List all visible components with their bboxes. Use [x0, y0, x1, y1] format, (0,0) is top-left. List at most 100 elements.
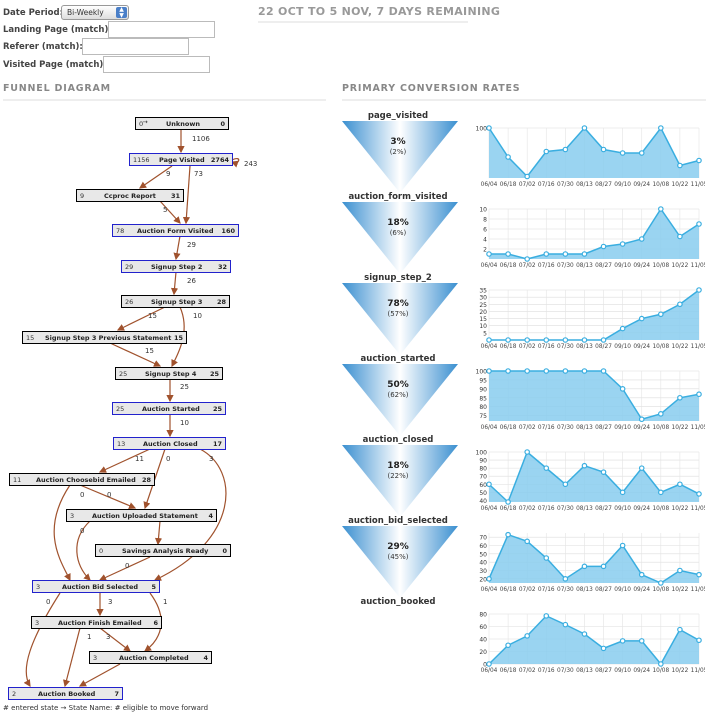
data-point: [543, 251, 550, 257]
series-area: [489, 128, 699, 178]
edge-count: 25: [180, 383, 189, 391]
x-tick-label: 08/27: [595, 587, 612, 593]
x-tick-label: 06/18: [500, 668, 517, 674]
conversion-rate-sub: (45%): [387, 553, 409, 561]
funnel-legend: # entered state → State Name: # eligible…: [3, 704, 209, 712]
data-point: [658, 311, 664, 318]
data-point: [619, 638, 626, 644]
date-period-select[interactable]: Bi-Weekly ▲ ▼: [61, 5, 129, 20]
visited-page-input[interactable]: [103, 56, 210, 73]
series-area: [489, 209, 699, 259]
y-tick-label: 50: [479, 551, 487, 558]
conversion-rate-sub: (6%): [389, 229, 407, 237]
x-tick-label: 08/27: [595, 344, 612, 350]
x-tick-label: 06/04: [481, 182, 498, 188]
edge-count: 0: [125, 562, 130, 570]
state-node-auction-closed[interactable]: 13 Auction Closed 17: [113, 437, 226, 450]
data-point: [505, 642, 511, 649]
state-node-auction-finish-emailed[interactable]: 3 Auction Finish Emailed 6: [31, 616, 162, 629]
x-tick-label: 07/30: [557, 344, 574, 350]
data-point: [696, 157, 702, 164]
x-tick-label: 10/22: [672, 182, 689, 188]
y-tick-label: 80: [479, 404, 487, 411]
x-tick-label: 09/24: [633, 344, 650, 350]
state-node-auction-form-visited[interactable]: 78 Auction Form Visited 160: [112, 224, 239, 237]
period-rule: [258, 21, 468, 23]
x-tick-label: 09/24: [633, 182, 650, 188]
state-node-auction-completed[interactable]: 3 Auction Completed 4: [89, 651, 212, 664]
state-node-page-visited[interactable]: 1156 Page Visited 2764: [129, 153, 233, 166]
data-point: [658, 411, 664, 417]
series-area: [489, 452, 699, 502]
x-tick-label: 10/08: [652, 506, 669, 512]
data-point: [562, 146, 569, 153]
y-tick-label: 50: [479, 490, 487, 497]
data-point: [638, 465, 645, 471]
x-tick-label: 09/24: [633, 263, 650, 269]
data-point: [600, 563, 607, 570]
x-tick-label: 07/16: [538, 668, 555, 674]
conversion-rate: 3%: [390, 137, 406, 147]
data-point: [562, 368, 569, 374]
entered-count: 11: [13, 476, 22, 484]
x-tick-label: 11/05: [691, 506, 705, 512]
referer-input[interactable]: [82, 38, 189, 55]
data-point: [658, 489, 664, 496]
series-line: [488, 126, 700, 178]
edge-count: 10: [193, 312, 202, 320]
data-point: [486, 251, 492, 257]
y-tick-label: 20: [479, 576, 487, 583]
state-node-ccproc-report[interactable]: 9 Ccproc Report 31: [76, 189, 184, 202]
x-tick-label: 11/05: [691, 668, 705, 674]
eligible-count: 25: [209, 370, 219, 378]
y-tick-label: 35: [479, 288, 487, 295]
data-point: [600, 645, 607, 652]
state-node-auction-uploaded-statement[interactable]: 3 Auction Uploaded Statement 4: [66, 509, 217, 522]
entered-count: 0: [99, 547, 104, 555]
edge-count: 9: [166, 170, 171, 178]
data-point: [581, 337, 588, 343]
edge-count: 1106: [192, 135, 210, 143]
x-tick-label: 11/05: [691, 587, 705, 593]
data-point: [486, 337, 492, 343]
stage-label: auction_form_visited: [348, 192, 448, 202]
x-tick-label: 09/24: [633, 668, 650, 674]
data-point: [638, 638, 645, 644]
data-point: [658, 661, 664, 667]
state-node-signup-step-2[interactable]: 29 Signup Step 2 32: [121, 260, 231, 273]
x-tick-label: 10/22: [672, 587, 689, 593]
x-tick-label: 07/02: [519, 344, 536, 350]
conversion-rule: [342, 99, 706, 101]
x-tick-label: 11/05: [691, 263, 705, 269]
landing-page-input[interactable]: [108, 21, 215, 38]
state-node-auction-started[interactable]: 25 Auction Started 25: [112, 402, 226, 415]
x-tick-label: 08/13: [576, 344, 593, 350]
y-tick-label: 80: [479, 612, 487, 619]
state-name: Ccproc Report: [104, 192, 156, 200]
x-tick-label: 08/27: [595, 425, 612, 431]
entered-count: 3: [36, 583, 41, 591]
x-tick-label: 07/02: [519, 425, 536, 431]
edge-count: 3: [106, 633, 111, 641]
x-tick-label: 07/30: [557, 425, 574, 431]
x-tick-label: 09/10: [614, 344, 631, 350]
data-point: [543, 465, 550, 471]
data-point: [677, 233, 683, 240]
x-tick-label: 07/16: [538, 344, 555, 350]
state-node-signup-step-4[interactable]: 25 Signup Step 4 25: [115, 367, 223, 380]
funnel-diagram-title: FUNNEL DIAGRAM: [3, 83, 111, 94]
state-node-signup-step-3[interactable]: 26 Signup Step 3 28: [121, 295, 230, 308]
state-node-auction-booked[interactable]: 2 Auction Booked 7: [8, 687, 123, 700]
y-tick-label: 10: [479, 207, 487, 214]
y-tick-label: 70: [479, 474, 487, 481]
state-node-signup-step-3-previous-statement[interactable]: 15 Signup Step 3 Previous Statement 15: [22, 331, 187, 344]
state-node-auction-choosebid-emailed[interactable]: 11 Auction Choosebid Emailed 28: [9, 473, 155, 486]
state-node-auction-bid-selected[interactable]: 3 Auction Bid Selected 5: [32, 580, 160, 593]
entered-count: 25: [116, 405, 125, 413]
state-node-savings-analysis-ready[interactable]: 0 Savings Analysis Ready 0: [95, 544, 231, 557]
data-point: [638, 150, 645, 156]
data-point: [505, 251, 511, 257]
state-node-unknown[interactable]: 0 → Unknown 0: [135, 117, 229, 130]
